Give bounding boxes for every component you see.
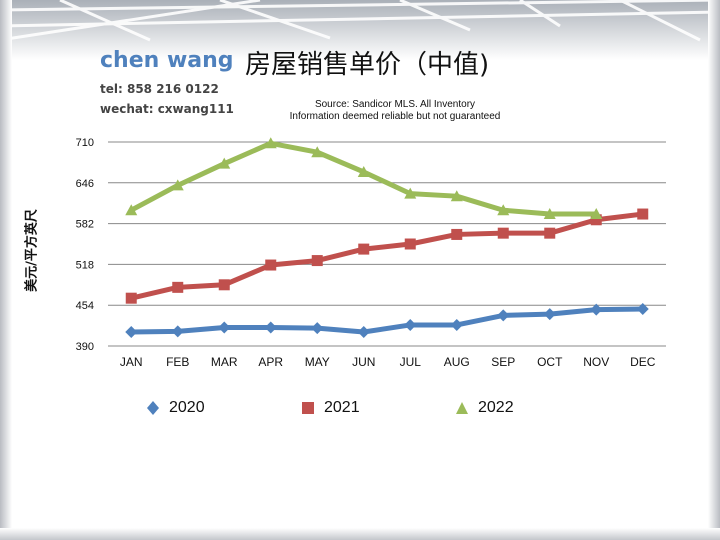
data-point-2020 bbox=[357, 325, 370, 338]
diamond-marker-icon bbox=[147, 401, 159, 415]
y-tick-labels: 710 646 582 518 454 390 bbox=[76, 137, 94, 353]
x-tick-label: MAY bbox=[305, 355, 330, 369]
data-point-2020 bbox=[636, 303, 649, 316]
data-point-2022 bbox=[590, 208, 603, 220]
series-line-2021 bbox=[128, 211, 646, 301]
data-point-2022 bbox=[450, 190, 463, 202]
top-band-stripes bbox=[0, 0, 720, 42]
gridlines bbox=[108, 141, 666, 347]
x-tick-label: APR bbox=[258, 355, 283, 369]
y-tick-label: 518 bbox=[76, 259, 94, 271]
data-point-2020 bbox=[590, 303, 603, 316]
x-tick-label: JUN bbox=[352, 355, 375, 369]
phone-number: tel: 858 216 0122 bbox=[100, 82, 219, 96]
data-point-2022 bbox=[497, 204, 510, 216]
legend-label-2022: 2022 bbox=[478, 399, 514, 416]
data-point-2022 bbox=[171, 179, 184, 191]
chart-title: 房屋销售单价（中值) bbox=[245, 50, 490, 80]
series-line-2020 bbox=[128, 306, 646, 335]
series-2020 bbox=[125, 303, 649, 338]
data-point-2022 bbox=[125, 204, 138, 216]
wechat-id: wechat: cxwang111 bbox=[100, 102, 234, 116]
data-point-2020 bbox=[125, 325, 138, 338]
source-note: Source: Sandicor MLS. All Inventory bbox=[314, 99, 476, 110]
data-point-2020 bbox=[450, 318, 463, 331]
data-point-2020 bbox=[404, 318, 417, 331]
data-point-2021 bbox=[544, 227, 556, 239]
x-tick-label: SEP bbox=[491, 355, 515, 369]
left-edge-shade bbox=[0, 0, 12, 540]
top-band bbox=[0, 0, 720, 60]
x-tick-label: DEC bbox=[630, 355, 656, 369]
data-point-2022 bbox=[264, 137, 277, 149]
legend-label-2021: 2021 bbox=[324, 399, 360, 416]
y-tick-label: 710 bbox=[76, 137, 94, 149]
x-tick-label: JUL bbox=[400, 355, 422, 369]
data-point-2020 bbox=[218, 321, 231, 334]
data-point-2020 bbox=[497, 309, 510, 322]
y-tick-label: 582 bbox=[76, 219, 94, 231]
data-point-2022 bbox=[311, 146, 324, 158]
data-point-2021 bbox=[590, 214, 602, 226]
data-point-2021 bbox=[265, 259, 277, 271]
data-point-2022 bbox=[357, 165, 370, 177]
x-tick-label: OCT bbox=[537, 355, 563, 369]
x-tick-label: NOV bbox=[583, 355, 609, 369]
data-point-2021 bbox=[172, 281, 184, 293]
data-point-2021 bbox=[451, 228, 463, 240]
data-point-2021 bbox=[637, 208, 649, 220]
bottom-edge-shade bbox=[0, 528, 720, 540]
data-point-2020 bbox=[171, 325, 184, 338]
disclaimer-note: Information deemed reliable but not guar… bbox=[289, 111, 501, 122]
y-tick-label: 390 bbox=[76, 341, 94, 353]
right-edge-shade bbox=[708, 0, 720, 540]
data-point-2021 bbox=[358, 243, 370, 255]
data-point-2020 bbox=[543, 308, 556, 321]
data-point-2020 bbox=[264, 321, 277, 334]
x-tick-label: FEB bbox=[166, 355, 189, 369]
y-tick-label: 646 bbox=[76, 178, 94, 190]
data-point-2021 bbox=[404, 238, 416, 250]
triangle-marker-icon bbox=[456, 402, 468, 414]
y-tick-label: 454 bbox=[76, 300, 94, 312]
data-point-2021 bbox=[125, 292, 137, 304]
data-point-2022 bbox=[404, 187, 417, 199]
data-point-2022 bbox=[543, 208, 556, 220]
data-point-2020 bbox=[311, 322, 324, 335]
brand-name: chen wang bbox=[100, 48, 234, 73]
data-point-2022 bbox=[218, 157, 231, 169]
data-point-2021 bbox=[311, 255, 323, 267]
series-2021 bbox=[125, 208, 649, 304]
series-line-2022 bbox=[128, 140, 599, 217]
series-group bbox=[125, 137, 649, 338]
data-point-2021 bbox=[497, 227, 509, 239]
data-point-2021 bbox=[218, 279, 230, 291]
x-tick-labels: JAN FEB MAR APR MAY JUN JUL AUG SEP OCT NOV DEC bbox=[120, 355, 656, 369]
x-tick-label: MAR bbox=[211, 355, 238, 369]
square-marker-icon bbox=[302, 402, 314, 414]
series-2022 bbox=[125, 137, 603, 220]
x-tick-label: AUG bbox=[444, 355, 470, 369]
legend-label-2020: 2020 bbox=[169, 399, 205, 416]
x-tick-label: JAN bbox=[120, 355, 143, 369]
